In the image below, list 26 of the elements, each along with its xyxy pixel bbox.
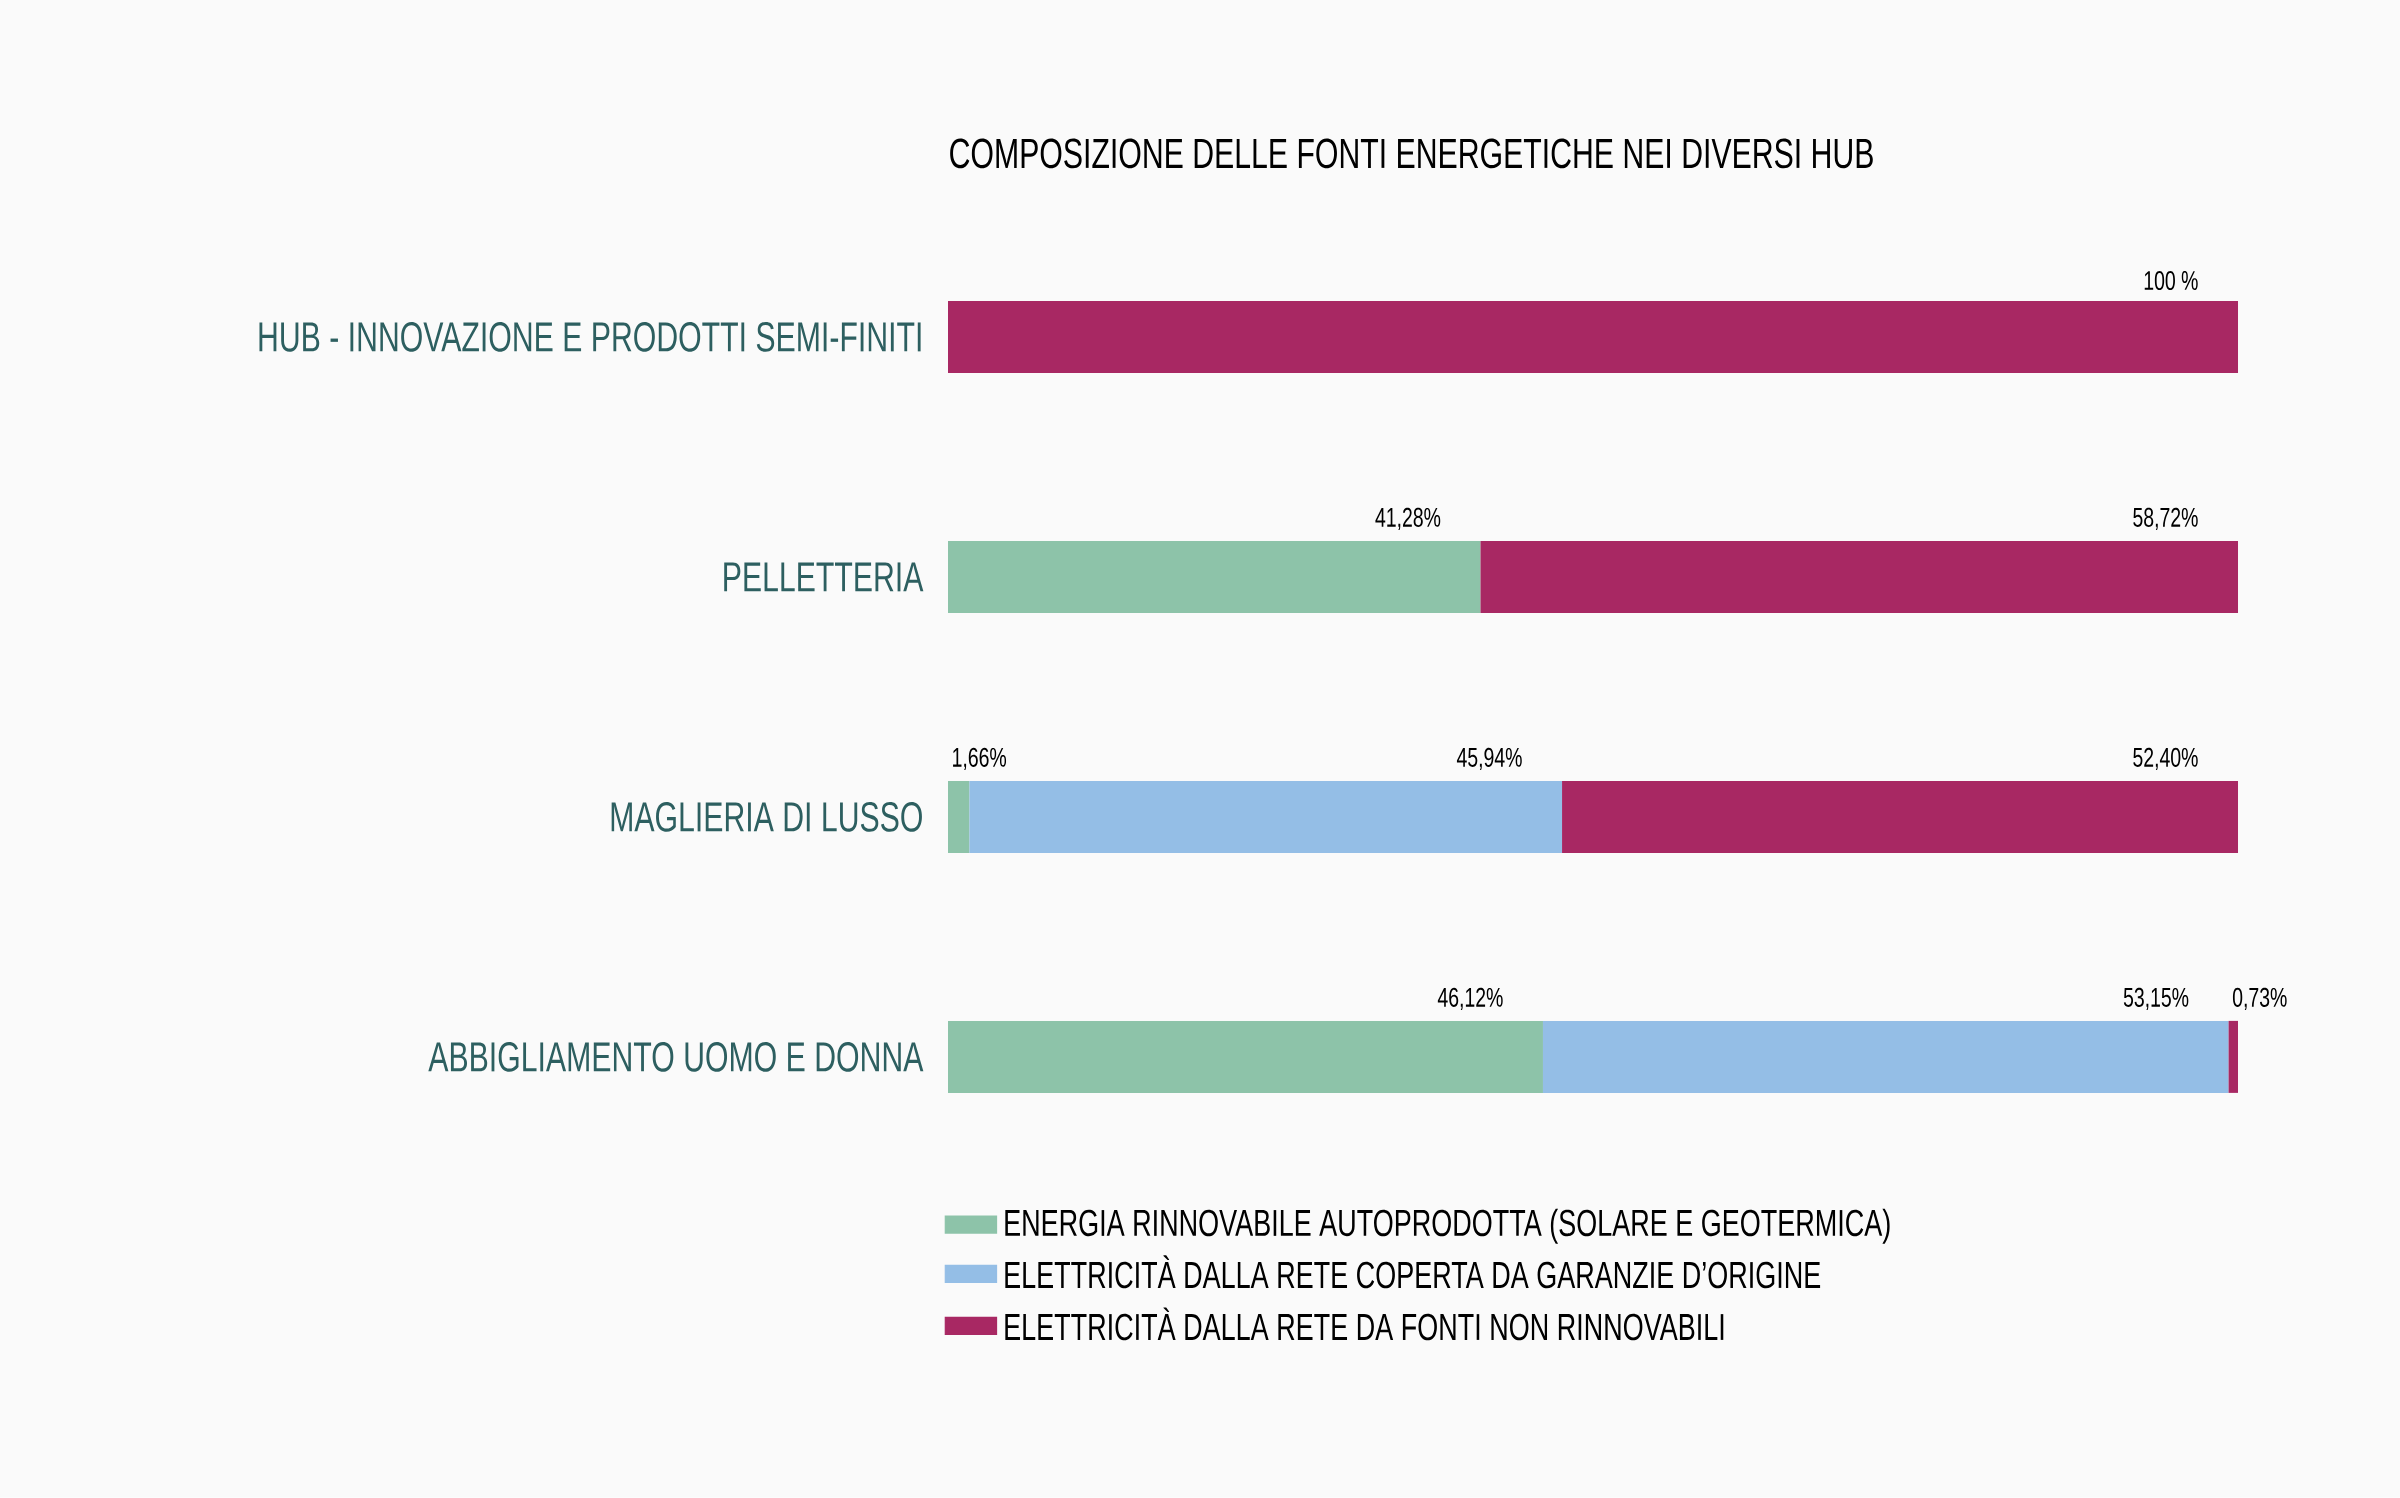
legend-label: ELETTRICITÀ DALLA RETE DA FONTI NON RINNOVABILI <box>1005 1307 1724 1341</box>
bar <box>1480 540 2239 613</box>
bar <box>948 300 2239 373</box>
legend-label: ELETTRICITÀ DALLA RETE COPERTA DA GARANZIE D’ORIGINE <box>1005 1255 1821 1289</box>
bar <box>948 780 970 853</box>
data-label: 58,72% <box>2133 507 2198 531</box>
legend-label: ENERGIA RINNOVABILE AUTOPRODOTTA (SOLARE E GEOTERMICA) <box>1005 1208 1890 1244</box>
data-label: 53,15% <box>2123 987 2189 1011</box>
bar <box>948 1020 1543 1093</box>
bar <box>969 780 1563 853</box>
data-label: 0,73% <box>2232 987 2287 1011</box>
y-tick-label: HUB - INNOVAZIONE E PRODOTTI SEMI-FINITI <box>259 322 921 352</box>
y-tick-label: PELLETTERIA <box>724 562 924 592</box>
bar <box>1542 1020 2229 1093</box>
data-label: 1,66% <box>953 747 1007 771</box>
data-label: 52,40% <box>2133 747 2198 771</box>
chart-title: COMPOSIZIONE DELLE FONTI ENERGETICHE NEI DIVERSI HUB <box>950 138 1873 169</box>
data-label: 41,28% <box>1375 507 1441 531</box>
y-tick-label: MAGLIERIA DI LUSSO <box>611 802 922 832</box>
bar <box>948 540 1481 613</box>
data-label: 45,94% <box>1456 747 1522 771</box>
data-label: 100 % <box>2144 271 2198 291</box>
data-label: 46,12% <box>1437 987 1503 1011</box>
bar <box>2228 1020 2239 1093</box>
bar <box>1562 780 2239 853</box>
y-tick-label: ABBIGLIAMENTO UOMO E DONNA <box>428 1042 924 1072</box>
